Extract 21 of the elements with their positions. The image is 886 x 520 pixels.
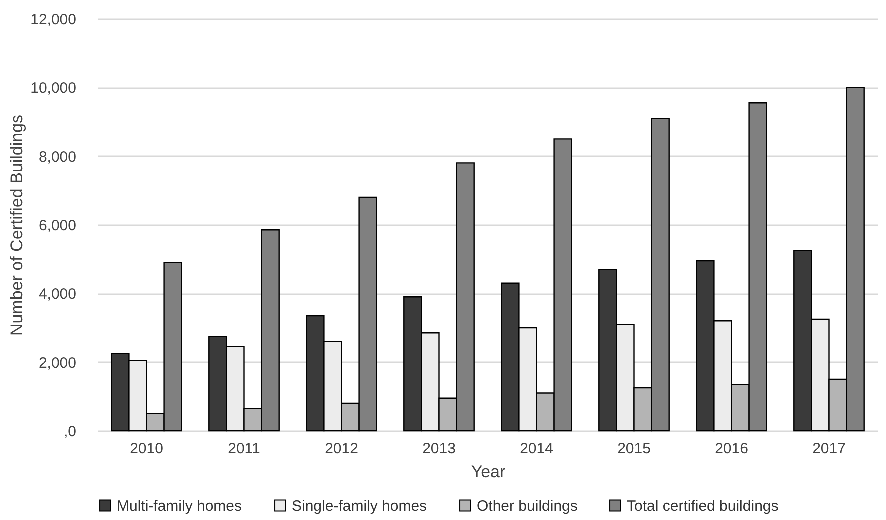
x-tick-label: 2014 <box>520 440 554 458</box>
x-axis-title: Year <box>471 462 506 482</box>
y-axis-title: Number of Certified Buildings <box>8 114 27 336</box>
x-tick-label: 2016 <box>715 440 748 458</box>
y-tick-label: 2,000 <box>38 354 76 372</box>
legend-label: Total certified buildings <box>627 498 779 515</box>
x-tick-label: 2015 <box>618 440 651 458</box>
y-tick-label: 6,000 <box>38 218 76 234</box>
y-tick-label: 4,000 <box>38 286 76 304</box>
legend-label: Other buildings <box>477 498 578 515</box>
legend-label: Single-family homes <box>292 498 428 515</box>
x-tick-label: 2012 <box>325 440 358 458</box>
legend-label: Multi-family homes <box>117 498 242 515</box>
y-tick-label: ,0 <box>64 424 76 440</box>
x-tick-label: 2011 <box>228 440 260 458</box>
y-tick-label: 10,000 <box>30 80 76 98</box>
y-tick-label: 8,000 <box>38 148 76 166</box>
x-tick-label: 2013 <box>422 440 456 458</box>
x-tick-label: 2010 <box>130 440 164 458</box>
y-tick-label: 12,000 <box>30 12 76 28</box>
x-tick-label: 2017 <box>812 440 846 458</box>
